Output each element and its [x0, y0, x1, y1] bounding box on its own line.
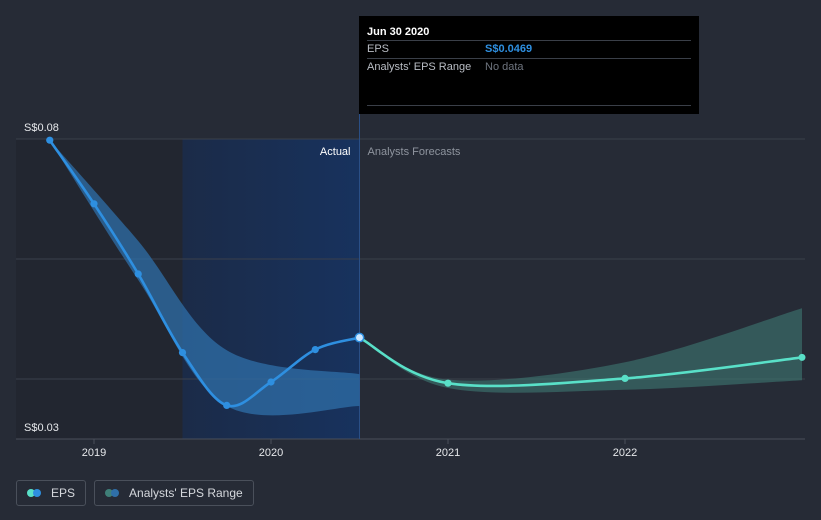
actual-point-1 [90, 200, 98, 208]
actual-point-5 [267, 378, 275, 386]
actual-point-7 [354, 332, 365, 343]
y-tick-label-top: S$0.08 [24, 122, 59, 134]
forecast-point-2 [621, 374, 629, 382]
forecast-region-label: Analysts Forecasts [368, 146, 461, 158]
legend-range-label: Analysts' EPS Range [129, 486, 243, 500]
tooltip-date: Jun 30 2020 [367, 26, 430, 38]
actual-point-6 [311, 346, 319, 354]
legend-range-dot-forecast [105, 489, 114, 497]
legend-range-button[interactable]: Analysts' EPS Range [94, 480, 254, 506]
x-tick-label-2021: 2021 [436, 447, 460, 459]
forecast-eps-range-band [359, 308, 802, 393]
tooltip-range-value: No data [485, 61, 524, 73]
actual-point-2 [134, 270, 142, 278]
series-line-1 [358, 336, 804, 388]
x-tick-label-2019: 2019 [82, 447, 106, 459]
actual-point-4 [223, 401, 231, 409]
legend-eps-dot-actual [33, 489, 41, 497]
tooltip-eps-label: EPS [367, 43, 390, 55]
forecast-point-3 [798, 353, 806, 361]
legend-range-swatch-icon [105, 489, 121, 497]
legend: EPS Analysts' EPS Range [16, 480, 262, 506]
x-tick-label-2020: 2020 [259, 447, 283, 459]
historical-eps-range-band [49, 140, 360, 416]
tooltip-row-range: Analysts' EPS Range No data [367, 58, 691, 76]
forecast-point-1 [444, 379, 452, 387]
tooltip-divider [367, 105, 691, 106]
actual-point-3 [178, 349, 187, 357]
x-tick-label-2022: 2022 [613, 447, 637, 459]
tooltip-range-label: Analysts' EPS Range [367, 61, 472, 73]
actual-region-label: Actual [320, 146, 351, 158]
tooltip-eps-value: S$0.0469 [485, 43, 533, 55]
legend-eps-dot-forecast [27, 489, 35, 497]
actual-point-0 [46, 136, 54, 144]
series-line-0 [48, 138, 361, 408]
legend-eps-label: EPS [51, 486, 76, 500]
y-tick-label-bottom: S$0.03 [24, 422, 59, 434]
tooltip: Jun 30 2020 EPS S$0.0469 Analysts' EPS R… [359, 16, 699, 114]
legend-eps-button[interactable]: EPS [16, 480, 87, 506]
legend-eps-swatch-icon [27, 489, 43, 497]
tooltip-row-eps: EPS S$0.0469 [367, 40, 691, 58]
legend-range-dot-actual [111, 489, 120, 497]
